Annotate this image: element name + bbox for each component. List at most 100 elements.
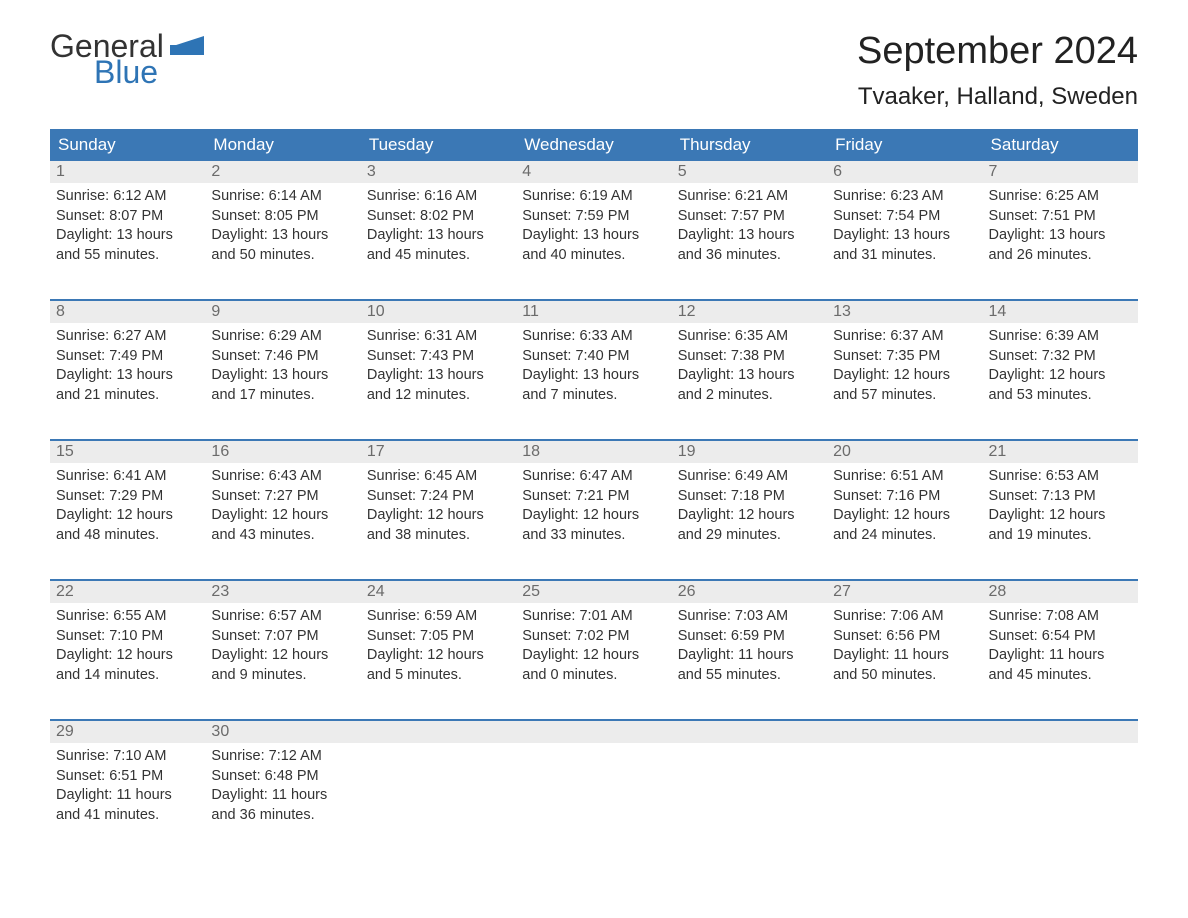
sunset-text: Sunset: 7:43 PM: [367, 347, 510, 367]
daylight-text-2: and 19 minutes.: [989, 526, 1132, 546]
sunrise-text: Sunrise: 6:33 AM: [522, 327, 665, 347]
sunrise-text: Sunrise: 6:25 AM: [989, 187, 1132, 207]
day-content: Sunrise: 6:31 AMSunset: 7:43 PMDaylight:…: [361, 323, 516, 409]
sunset-text: Sunset: 8:02 PM: [367, 207, 510, 227]
daylight-text-1: Daylight: 12 hours: [367, 506, 510, 526]
daylight-text-2: and 48 minutes.: [56, 526, 199, 546]
day-cell: 7Sunrise: 6:25 AMSunset: 7:51 PMDaylight…: [983, 161, 1138, 281]
day-content: Sunrise: 6:57 AMSunset: 7:07 PMDaylight:…: [205, 603, 360, 689]
daylight-text-2: and 50 minutes.: [833, 666, 976, 686]
day-number: 14: [983, 301, 1138, 323]
logo-text-blue: Blue: [94, 56, 158, 88]
sunrise-text: Sunrise: 6:19 AM: [522, 187, 665, 207]
day-cell: 2Sunrise: 6:14 AMSunset: 8:05 PMDaylight…: [205, 161, 360, 281]
daylight-text-2: and 53 minutes.: [989, 386, 1132, 406]
day-cell: 21Sunrise: 6:53 AMSunset: 7:13 PMDayligh…: [983, 441, 1138, 561]
location-title: Tvaaker, Halland, Sweden: [857, 83, 1138, 111]
sunrise-text: Sunrise: 6:27 AM: [56, 327, 199, 347]
day-content: Sunrise: 6:14 AMSunset: 8:05 PMDaylight:…: [205, 183, 360, 269]
sunrise-text: Sunrise: 6:43 AM: [211, 467, 354, 487]
daylight-text-1: Daylight: 13 hours: [522, 366, 665, 386]
sunset-text: Sunset: 7:24 PM: [367, 487, 510, 507]
daylight-text-2: and 26 minutes.: [989, 246, 1132, 266]
day-cell: 16Sunrise: 6:43 AMSunset: 7:27 PMDayligh…: [205, 441, 360, 561]
day-number: 1: [50, 161, 205, 183]
day-number: 25: [516, 581, 671, 603]
daylight-text-1: Daylight: 12 hours: [211, 646, 354, 666]
day-content: Sunrise: 6:16 AMSunset: 8:02 PMDaylight:…: [361, 183, 516, 269]
daylight-text-2: and 7 minutes.: [522, 386, 665, 406]
week-row: 29Sunrise: 7:10 AMSunset: 6:51 PMDayligh…: [50, 719, 1138, 841]
daylight-text-1: Daylight: 12 hours: [211, 506, 354, 526]
weekday-header-row: Sunday Monday Tuesday Wednesday Thursday…: [50, 129, 1138, 161]
day-cell: 5Sunrise: 6:21 AMSunset: 7:57 PMDaylight…: [672, 161, 827, 281]
title-block: September 2024 Tvaaker, Halland, Sweden: [857, 30, 1138, 111]
day-content: Sunrise: 6:51 AMSunset: 7:16 PMDaylight:…: [827, 463, 982, 549]
day-cell: 15Sunrise: 6:41 AMSunset: 7:29 PMDayligh…: [50, 441, 205, 561]
day-content: Sunrise: 6:39 AMSunset: 7:32 PMDaylight:…: [983, 323, 1138, 409]
sunrise-text: Sunrise: 6:29 AM: [211, 327, 354, 347]
daylight-text-2: and 41 minutes.: [56, 806, 199, 826]
weekday-tuesday: Tuesday: [361, 129, 516, 161]
sunset-text: Sunset: 7:35 PM: [833, 347, 976, 367]
day-number: 23: [205, 581, 360, 603]
day-cell: [516, 721, 671, 841]
daylight-text-1: Daylight: 13 hours: [211, 366, 354, 386]
day-content: Sunrise: 7:01 AMSunset: 7:02 PMDaylight:…: [516, 603, 671, 689]
daylight-text-1: Daylight: 13 hours: [56, 366, 199, 386]
weekday-saturday: Saturday: [983, 129, 1138, 161]
daylight-text-1: Daylight: 12 hours: [833, 506, 976, 526]
sunrise-text: Sunrise: 6:57 AM: [211, 607, 354, 627]
day-number: 5: [672, 161, 827, 183]
daylight-text-2: and 36 minutes.: [678, 246, 821, 266]
week-row: 22Sunrise: 6:55 AMSunset: 7:10 PMDayligh…: [50, 579, 1138, 701]
sunrise-text: Sunrise: 6:41 AM: [56, 467, 199, 487]
sunrise-text: Sunrise: 6:39 AM: [989, 327, 1132, 347]
day-number: 8: [50, 301, 205, 323]
daylight-text-2: and 31 minutes.: [833, 246, 976, 266]
day-number: 27: [827, 581, 982, 603]
daylight-text-1: Daylight: 13 hours: [367, 226, 510, 246]
sunset-text: Sunset: 7:38 PM: [678, 347, 821, 367]
day-content: Sunrise: 6:45 AMSunset: 7:24 PMDaylight:…: [361, 463, 516, 549]
day-cell: 24Sunrise: 6:59 AMSunset: 7:05 PMDayligh…: [361, 581, 516, 701]
day-content: Sunrise: 7:06 AMSunset: 6:56 PMDaylight:…: [827, 603, 982, 689]
day-cell: 23Sunrise: 6:57 AMSunset: 7:07 PMDayligh…: [205, 581, 360, 701]
sunrise-text: Sunrise: 7:06 AM: [833, 607, 976, 627]
day-number: [983, 721, 1138, 743]
day-content: Sunrise: 6:41 AMSunset: 7:29 PMDaylight:…: [50, 463, 205, 549]
daylight-text-2: and 43 minutes.: [211, 526, 354, 546]
day-cell: 11Sunrise: 6:33 AMSunset: 7:40 PMDayligh…: [516, 301, 671, 421]
day-number: 20: [827, 441, 982, 463]
day-content: Sunrise: 6:25 AMSunset: 7:51 PMDaylight:…: [983, 183, 1138, 269]
sunset-text: Sunset: 7:32 PM: [989, 347, 1132, 367]
daylight-text-1: Daylight: 13 hours: [989, 226, 1132, 246]
day-cell: 18Sunrise: 6:47 AMSunset: 7:21 PMDayligh…: [516, 441, 671, 561]
weeks-container: 1Sunrise: 6:12 AMSunset: 8:07 PMDaylight…: [50, 161, 1138, 841]
sunset-text: Sunset: 7:51 PM: [989, 207, 1132, 227]
daylight-text-2: and 57 minutes.: [833, 386, 976, 406]
daylight-text-1: Daylight: 12 hours: [56, 506, 199, 526]
day-content: Sunrise: 6:33 AMSunset: 7:40 PMDaylight:…: [516, 323, 671, 409]
day-number: 18: [516, 441, 671, 463]
daylight-text-1: Daylight: 12 hours: [989, 366, 1132, 386]
day-cell: 6Sunrise: 6:23 AMSunset: 7:54 PMDaylight…: [827, 161, 982, 281]
daylight-text-2: and 0 minutes.: [522, 666, 665, 686]
daylight-text-1: Daylight: 13 hours: [211, 226, 354, 246]
day-cell: 25Sunrise: 7:01 AMSunset: 7:02 PMDayligh…: [516, 581, 671, 701]
sunrise-text: Sunrise: 7:10 AM: [56, 747, 199, 767]
day-cell: 3Sunrise: 6:16 AMSunset: 8:02 PMDaylight…: [361, 161, 516, 281]
day-cell: [983, 721, 1138, 841]
day-content: Sunrise: 6:21 AMSunset: 7:57 PMDaylight:…: [672, 183, 827, 269]
calendar: Sunday Monday Tuesday Wednesday Thursday…: [50, 129, 1138, 841]
day-content: Sunrise: 6:43 AMSunset: 7:27 PMDaylight:…: [205, 463, 360, 549]
daylight-text-2: and 33 minutes.: [522, 526, 665, 546]
day-number: 10: [361, 301, 516, 323]
daylight-text-1: Daylight: 11 hours: [678, 646, 821, 666]
sunset-text: Sunset: 7:13 PM: [989, 487, 1132, 507]
day-number: 6: [827, 161, 982, 183]
daylight-text-2: and 45 minutes.: [989, 666, 1132, 686]
day-number: 24: [361, 581, 516, 603]
day-content: Sunrise: 6:37 AMSunset: 7:35 PMDaylight:…: [827, 323, 982, 409]
sunset-text: Sunset: 7:54 PM: [833, 207, 976, 227]
